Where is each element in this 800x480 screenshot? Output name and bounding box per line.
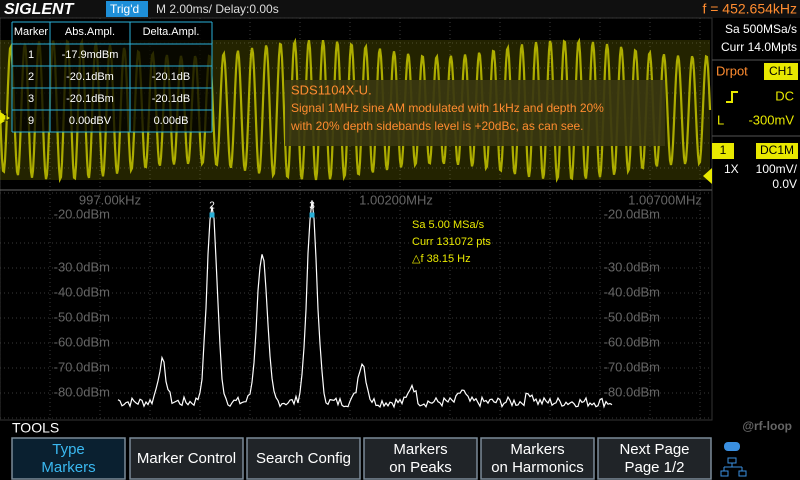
fft-info: Curr 131072 pts xyxy=(412,236,491,248)
annotation-line: Signal 1MHz sine AM modulated with 1kHz … xyxy=(291,101,604,115)
fft-y-label: -50.0dBm xyxy=(604,309,660,324)
lan-node xyxy=(720,470,729,477)
spectrum-trace xyxy=(117,200,613,409)
channel-coupling: DC1M xyxy=(760,143,794,157)
offset: 0.0V xyxy=(772,177,797,191)
softkey-label: Markers xyxy=(41,459,95,476)
fft-y-label: -20.0dBm xyxy=(604,206,660,221)
table-header: Abs.Ampl. xyxy=(65,26,115,38)
softkey-label: Page 1/2 xyxy=(624,459,684,476)
probe: 1X xyxy=(724,162,739,176)
fft-y-label: -80.0dBm xyxy=(54,384,110,399)
fft-x-label: 1.00700MHz xyxy=(628,192,702,207)
softkey[interactable] xyxy=(363,437,478,480)
fft-y-label: -50.0dBm xyxy=(54,309,110,324)
channel-marker-shape xyxy=(0,112,10,124)
trigger-coupling: DC xyxy=(775,88,794,103)
fft-y-label: -30.0dBm xyxy=(604,259,660,274)
vertical-scale: 100mV/ xyxy=(756,162,798,176)
softkey-label: on Peaks xyxy=(389,459,452,476)
table-bg xyxy=(12,22,212,132)
fft-info: Sa 5.00 MSa/s xyxy=(412,219,485,231)
tools-title: TOOLS xyxy=(12,420,59,436)
softkey[interactable] xyxy=(11,437,126,480)
table-cell: -20.1dBm xyxy=(66,71,114,83)
softkey-label: Markers xyxy=(510,441,564,458)
status: Trig'd xyxy=(110,2,139,16)
annotation-line: with 20% depth sidebands level is +20dBc… xyxy=(290,119,584,133)
fft-y-label: -40.0dBm xyxy=(604,284,660,299)
fft-y-label: -70.0dBm xyxy=(604,359,660,374)
timebase: M 2.00ms/ Delay:0.00s xyxy=(156,2,279,16)
table-header: Marker xyxy=(14,26,49,38)
fft-y-label: -30.0dBm xyxy=(54,259,110,274)
network-icon xyxy=(720,442,747,477)
top-bar xyxy=(0,0,800,18)
usb-icon xyxy=(724,442,740,451)
table-cell: -20.1dB xyxy=(152,71,191,83)
channel-box xyxy=(712,143,734,159)
softkey-label: Search Config xyxy=(256,450,351,467)
softkey[interactable] xyxy=(246,437,361,480)
table-cell: 2 xyxy=(28,71,34,83)
trigger-level-marker xyxy=(703,168,712,184)
edge-icon xyxy=(726,91,738,103)
softkey-label: Next Page xyxy=(619,441,689,458)
lan-node xyxy=(738,470,747,477)
softkey[interactable] xyxy=(480,437,595,480)
status-box xyxy=(106,1,148,17)
lan-lines xyxy=(723,463,743,471)
marker-table: Marker Abs.Ampl. Delta.Ampl. 1 -17.9mdBm 2 -20… xyxy=(11,21,213,133)
frequency: f = 452.654kHz xyxy=(702,1,797,17)
right-panel: Sa 500MSa/s Curr 14.0Mpts Drpot CH1 DC L… xyxy=(712,22,800,191)
marker-label: 2 xyxy=(209,201,215,212)
fft-y-label: -20.0dBm xyxy=(54,206,110,221)
softkey-label: Markers xyxy=(393,441,447,458)
table-cell: 9 xyxy=(28,115,34,127)
table-cell: 1 xyxy=(28,49,34,61)
fft-x-label: 1.00200MHz xyxy=(359,192,433,207)
annotation-box xyxy=(285,80,665,146)
fft-y-label: -40.0dBm xyxy=(54,284,110,299)
trigger-label: Drpot xyxy=(716,63,748,78)
table-cell: 0.00dB xyxy=(154,115,189,127)
softkey-label: Marker Control xyxy=(137,450,236,467)
trigger-source: CH1 xyxy=(769,64,793,78)
marker-point xyxy=(309,212,315,218)
fft-panel: 997.00kHz 1.00200MHz 1.00700MHz-20.0dBm -20… xyxy=(54,192,702,409)
fft-y-label: -70.0dBm xyxy=(54,359,110,374)
sample-rate: Sa 500MSa/s xyxy=(725,22,797,36)
fft-y-label: -80.0dBm xyxy=(604,384,660,399)
table-cell: 0.00dBV xyxy=(69,115,112,127)
channel-coupling-box xyxy=(756,143,798,159)
channel: 1 xyxy=(720,143,727,157)
softkey[interactable] xyxy=(129,437,244,480)
marker-label: 3 xyxy=(309,201,315,212)
watermark: @rf-loop xyxy=(742,419,792,433)
trigger-level: -300mV xyxy=(748,112,794,127)
channel-marker: 1 xyxy=(3,113,9,124)
softkey[interactable] xyxy=(597,437,712,480)
fft-y-label: -60.0dBm xyxy=(604,334,660,349)
table-header: Delta.Ampl. xyxy=(143,26,200,38)
memory-depth: Curr 14.0Mpts xyxy=(721,40,797,54)
annotation-title: SDS1104X-U. xyxy=(291,82,372,97)
trigger-source-box xyxy=(764,63,798,80)
softkey-label: on Harmonics xyxy=(491,459,584,476)
fft-x-label: 997.00kHz xyxy=(79,192,141,207)
level-label: L xyxy=(717,112,724,127)
softkey-label: Type xyxy=(52,441,85,458)
fft-info: △f 38.15 Hz xyxy=(412,253,471,265)
fft-y-label: -60.0dBm xyxy=(54,334,110,349)
marker-point xyxy=(209,212,215,218)
table-cell: -20.1dB xyxy=(152,93,191,105)
table-cell: -17.9mdBm xyxy=(62,49,119,61)
brand: SIGLENT xyxy=(4,1,75,18)
table-cell: -20.1dBm xyxy=(66,93,114,105)
table-cell: 3 xyxy=(28,93,34,105)
